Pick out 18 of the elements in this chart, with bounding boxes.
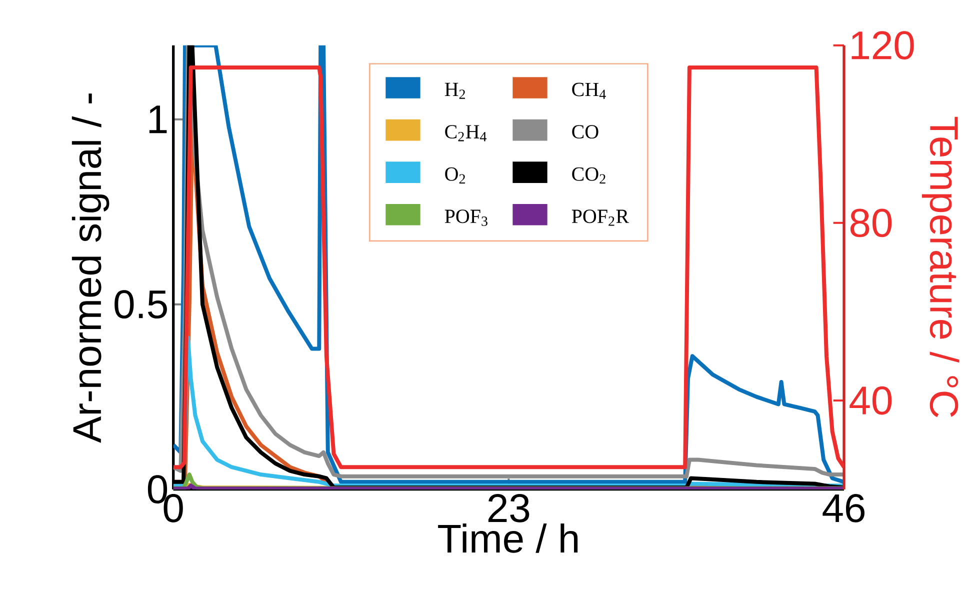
y2-tick-label: 120	[852, 31, 914, 60]
y-tick-label: 0.5	[114, 290, 167, 318]
x-tick-label: 23	[488, 494, 530, 522]
legend-label: C$_{2}$H$_{4}$	[445, 125, 487, 142]
y2-tick-label: 40	[850, 386, 892, 415]
legend-label: H$_{2}$	[444, 82, 465, 99]
y2-axis-title: Temperature / °C	[922, 116, 960, 418]
legend-label: CO$_{2}$	[572, 167, 606, 184]
legend-label: POF$_{2}$R	[572, 210, 629, 226]
legend-label: CH$_{4}$	[572, 82, 606, 99]
x-axis-title: Time / h	[438, 524, 578, 553]
legend-label: POF$_{3}$	[444, 210, 488, 226]
legend-label: CO	[572, 125, 598, 139]
y-tick-label: 1	[149, 106, 167, 134]
y-axis-title: Ar-normed signal / -	[72, 94, 110, 443]
legend-label: O$_{2}$	[445, 167, 465, 184]
x-tick-label: 46	[822, 494, 864, 522]
y2-tick-label: 80	[850, 208, 892, 238]
